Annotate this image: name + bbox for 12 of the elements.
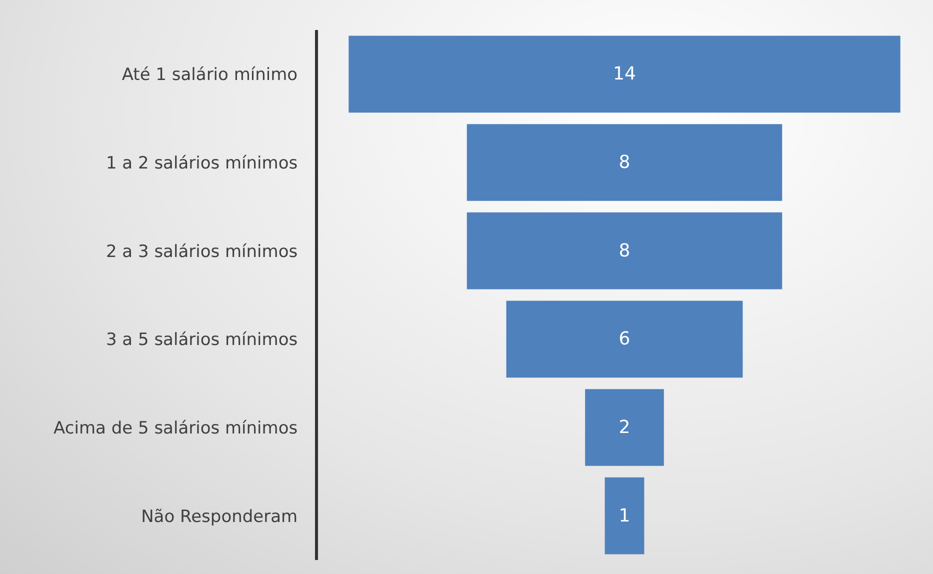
category-label: 1 a 2 salários mínimos [106,153,298,174]
data-label: 2 [618,417,630,438]
data-label: 1 [618,505,630,526]
category-label: Até 1 salário mínimo [122,65,298,86]
category-label: Acima de 5 salários mínimos [54,418,298,438]
data-label: 8 [618,240,630,262]
data-label: 8 [618,152,630,173]
data-label: 14 [613,64,636,85]
category-label: Não Responderam [141,506,298,527]
data-label: 6 [618,328,630,350]
category-label: 3 a 5 salários mínimos [106,330,298,350]
category-label: 2 a 3 salários mínimos [106,242,298,262]
